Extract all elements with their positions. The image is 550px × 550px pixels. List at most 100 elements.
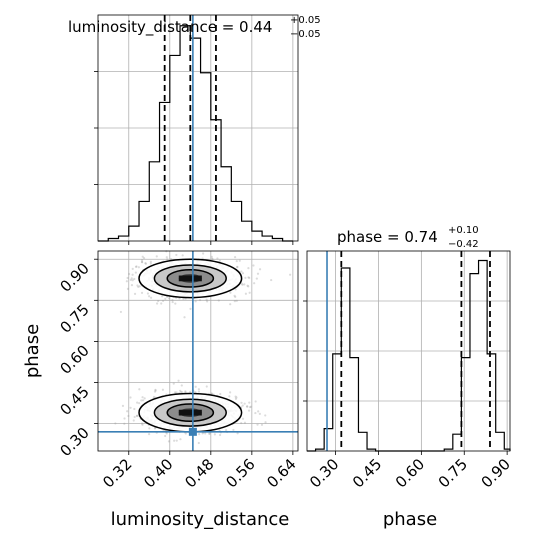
scatter-point [206,300,209,303]
scatter-point [218,433,222,437]
scatter-point [135,414,139,417]
scatter-point [184,390,187,393]
scatter-point [240,421,243,425]
scatter-point [144,262,147,265]
scatter-point [153,427,157,430]
scatter-point [194,385,197,388]
luminosity-distance-title-lower-error: −0.05 [290,29,321,40]
scatter-point [216,257,219,260]
x-tick-label: 0.40 [140,455,176,491]
scatter-point [173,439,176,442]
scatter-point [228,395,231,398]
scatter-point [127,414,130,418]
scatter-point [247,409,251,412]
y-tick-label: 0.75 [56,300,92,336]
scatter-point [205,385,208,388]
histogram-grid [307,251,510,451]
scatter-point [177,379,180,382]
scatter-point [148,427,151,430]
scatter-point [248,291,251,294]
scatter-point [247,285,250,288]
scatter-point [166,258,169,261]
scatter-point [156,302,159,305]
x-tick-label: 0.75 [435,455,471,491]
scatter-point [252,264,255,267]
phase-histogram-panel: 0.30 0.45 0.60 0.75 0.90 phase = 0.74 +0.10 … [303,225,514,530]
scatter-point [254,400,257,403]
scatter-point [197,390,201,393]
scatter-point [189,390,192,393]
scatter-point [197,441,200,445]
scatter-point [114,422,117,425]
scatter-point [201,432,204,435]
scatter-point [169,258,173,261]
scatter-point [210,392,213,395]
scatter-point [142,399,145,402]
scatter-point [131,279,134,282]
scatter-point [164,434,167,438]
scatter-point [153,390,157,393]
scatter-point [138,388,141,391]
scatter-point [236,265,239,269]
scatter-point [123,417,126,420]
scatter-point [247,276,250,279]
scatter-point [171,300,174,304]
density-contour [153,264,227,293]
x-tick-label: 0.60 [392,455,428,491]
scatter-point [167,440,171,443]
histogram-grid [98,15,298,241]
scatter-point [141,255,144,258]
scatter-point [179,438,182,441]
phase-title-lower-error: −0.42 [448,239,479,250]
scatter-point [229,303,232,306]
histogram-ticks: 0.30 0.45 0.60 0.75 0.90 [303,300,514,491]
y-tick-label: 0.45 [56,383,92,419]
scatter-point [161,388,165,391]
luminosity-distance-histogram-panel: luminosity_distance = 0.44 +0.05 −0.05 [68,14,321,245]
scatter-point [194,390,197,394]
scatter-point [138,402,141,405]
scatter-point [175,253,178,257]
scatter-point [128,272,131,276]
scatter-point [260,423,264,426]
scatter-point [235,299,238,302]
density-contour [138,258,243,299]
scatter-point [245,405,249,408]
joint-scatter-panel: 0.32 0.40 0.48 0.56 0.64 0.30 0.45 0.60 0.75 0.90… [22,250,300,530]
scatter-point [234,395,237,398]
scatter-point [234,288,237,291]
scatter-point [141,423,144,426]
scatter-point [256,272,260,275]
scatter-point [165,256,168,259]
scatter-point [264,414,267,417]
truth-marker [188,427,197,436]
x-axis-label-phase: phase [383,509,437,530]
scatter-point [175,439,178,442]
scatter-point [236,432,239,435]
scatter-point [160,302,163,305]
histogram-ticks [94,71,294,245]
scatter-point [140,291,144,294]
scatter-point [240,282,243,285]
scatter-point [137,266,140,269]
histogram-marks [98,15,293,242]
scatter-point [243,402,246,405]
histogram-step-line [307,259,511,452]
scatter-point [126,410,129,413]
scatter-point [138,285,141,288]
scatter-point [126,287,130,290]
scatter-point [229,291,232,294]
scatter-point [240,270,243,273]
scatter-point [149,260,152,263]
scatter-point [132,419,135,422]
scatter-point [234,295,237,299]
scatter-point [198,298,202,302]
scatter-point [149,262,152,265]
scatter-point [136,401,139,404]
y-tick-label: 0.30 [56,424,92,460]
density-peak [178,275,202,282]
scatter-point [229,391,232,394]
scatter-point [241,417,245,420]
scatter-point [171,299,174,302]
y-axis-label-phase: phase [22,324,43,378]
